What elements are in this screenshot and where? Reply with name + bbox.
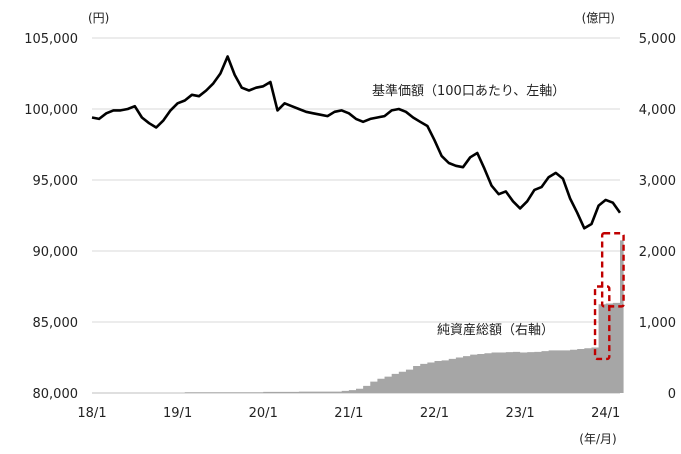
y-right-tick-label: 1,000 <box>639 316 676 331</box>
x-tick-label: 24/1 <box>591 406 620 421</box>
x-tick-label: 20/1 <box>249 406 278 421</box>
net-assets-area-layer <box>92 240 624 393</box>
highlight-box <box>600 232 625 308</box>
y-left-tick-label: 90,000 <box>33 245 79 260</box>
net-assets-series-label: 純資産総額（右軸） <box>437 322 554 338</box>
left-axis-unit: (円) <box>88 11 109 25</box>
y-right-tick-label: 2,000 <box>639 245 676 260</box>
right-axis-unit: (億円) <box>582 11 615 25</box>
x-axis-unit: (年/月) <box>579 432 616 446</box>
y-left-tick-label: 105,000 <box>24 32 78 47</box>
nav-series-label: 基準価額（100口あたり、左軸） <box>372 83 565 99</box>
y-right-tick-label: 4,000 <box>639 103 676 118</box>
y-left-tick-label: 80,000 <box>33 387 79 402</box>
x-tick-label: 22/1 <box>420 406 449 421</box>
y-left-tick-label: 95,000 <box>33 174 79 189</box>
highlight-box-layer <box>593 232 625 361</box>
axis-labels: 80,000 0 85,000 1,000 90,000 2,000 95,000 3,000… <box>24 32 676 421</box>
x-tick-label: 23/1 <box>506 406 535 421</box>
x-tick-label: 18/1 <box>77 406 106 421</box>
y-right-tick-label: 0 <box>668 387 676 402</box>
nav-line <box>91 55 622 230</box>
x-tick-label: 19/1 <box>163 406 192 421</box>
y-right-tick-label: 5,000 <box>639 32 676 47</box>
net-assets-area <box>92 240 624 393</box>
y-left-tick-label: 100,000 <box>24 103 78 118</box>
x-tick-label: 21/1 <box>334 406 363 421</box>
nav-line-layer <box>91 55 622 230</box>
y-right-tick-label: 3,000 <box>639 174 676 189</box>
y-left-tick-label: 85,000 <box>33 316 79 331</box>
